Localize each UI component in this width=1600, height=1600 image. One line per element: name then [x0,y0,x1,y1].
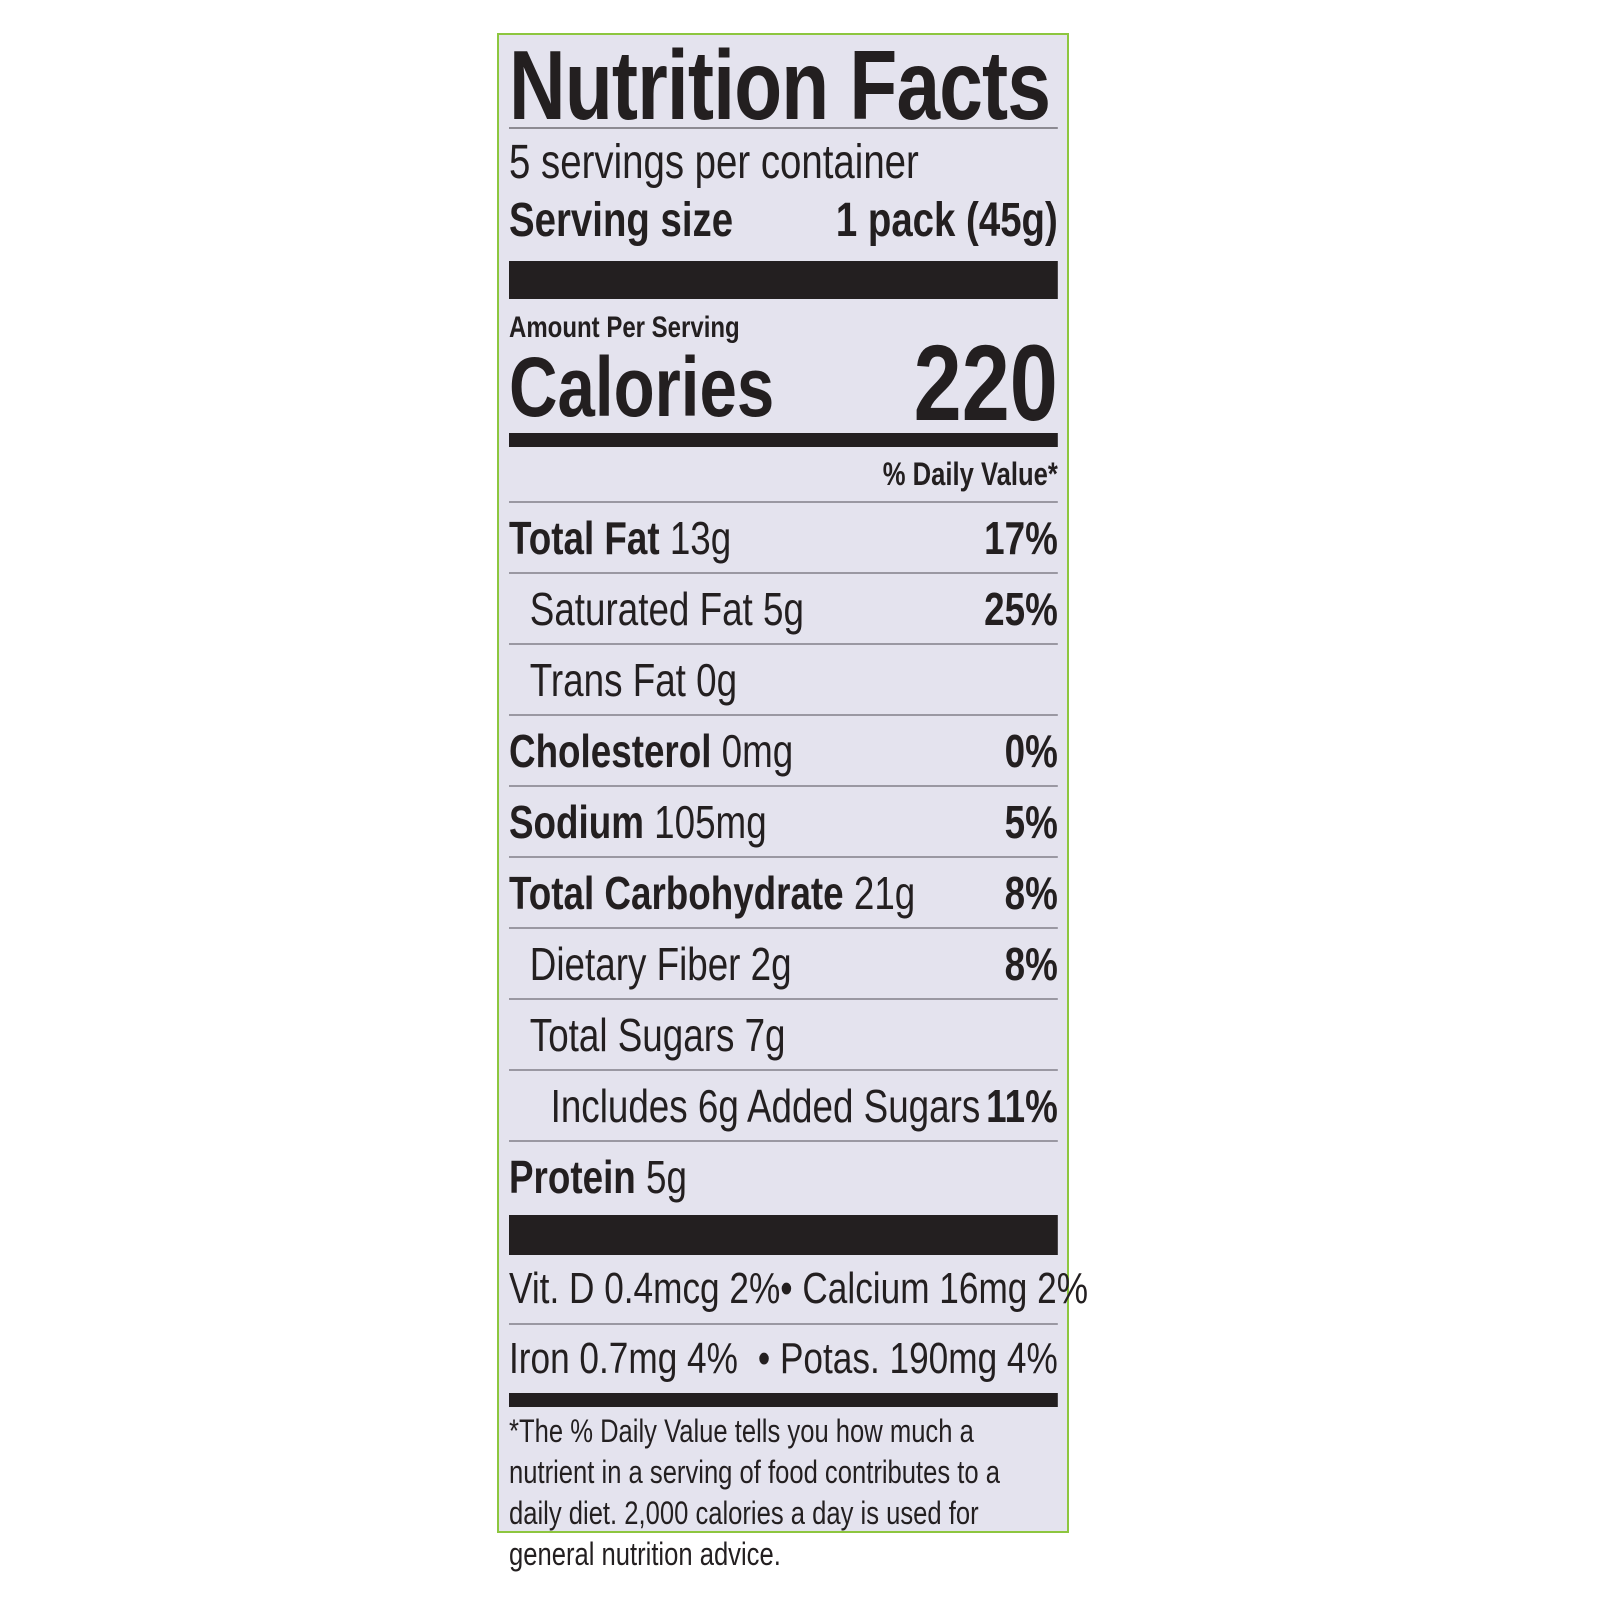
medium-divider [509,433,1058,447]
serving-size: Serving size 1 pack (45g) [509,191,1058,251]
vitamin-row: Iron 0.7mg 4% • Potas. 190mg 4% [509,1325,1058,1393]
nutrient-name: Total Fat [509,511,660,564]
nutrient-amount: 13g [669,511,732,564]
nutrient-name: Cholesterol [509,724,712,777]
divider [509,856,1058,858]
nutrient-daily-value: 8% [1004,937,1058,990]
nutrient-row: Protein 5g [509,1142,1058,1211]
nutrient-amount: 2g [750,937,792,990]
nutrient-daily-value: 11% [986,1079,1058,1132]
nutrient-row: Dietary Fiber 2g 8% [509,929,1058,998]
nutrient-name: Total Sugars [529,1008,735,1061]
nutrient-name: Saturated Fat [529,582,753,635]
nutrient-label: Dietary Fiber 2g [509,937,792,991]
nutrient-label: Saturated Fat 5g [509,582,804,636]
medium-divider [509,1393,1058,1407]
nutrient-row: Trans Fat 0g [509,645,1058,714]
nutrient-name: Protein [509,1150,636,1203]
vitamin-left: Vit. D 0.4mcg 2% [509,1264,781,1313]
divider [509,501,1058,503]
thick-divider [509,1215,1058,1255]
divider [509,785,1058,787]
nutrient-label: Total Fat 13g [509,511,731,565]
nutrient-row: Total Sugars 7g [509,1000,1058,1069]
divider [509,1069,1058,1071]
divider [509,572,1058,574]
nutrient-row: Total Carbohydrate 21g 8% [509,858,1058,927]
nutrient-amount: 5g [646,1150,687,1203]
nutrient-label: Total Sugars 7g [509,1008,786,1062]
nutrient-daily-value: 5% [1004,795,1058,848]
serving-size-label: Serving size [509,194,734,247]
divider [509,714,1058,716]
nutrient-label: Total Carbohydrate 21g [509,866,915,920]
nutrient-amount: 5g [763,582,804,635]
nutrient-row: Saturated Fat 5g 25% [509,574,1058,643]
vitamin-right: • Calcium 16mg 2% [780,1264,1089,1313]
divider [509,998,1058,1000]
divider [509,1323,1058,1325]
footnote: *The % Daily Value tells you how much a … [509,1413,1000,1572]
vitamin-left: Iron 0.7mg 4% [509,1334,738,1383]
nutrient-name: Total Carbohydrate [509,866,844,919]
nutrient-amount: 7g [744,1008,786,1061]
nutrient-name: Sodium [509,795,644,848]
nutrient-label: Protein 5g [509,1150,687,1204]
calories-value: 220 [913,322,1058,443]
nutrient-label: Cholesterol 0mg [509,724,793,778]
nutrient-daily-value: 0% [1004,724,1058,777]
nutrient-daily-value: 25% [984,582,1058,635]
vitamin-right: • Potas. 190mg 4% [757,1334,1058,1383]
label-title: Nutrition Facts [509,30,1051,140]
divider [509,643,1058,645]
nutrient-row: Includes 6g Added Sugars 11% [509,1071,1058,1140]
nutrient-daily-value: 8% [1004,866,1058,919]
nutrient-label: Includes 6g Added Sugars [509,1079,981,1133]
nutrient-amount: 21g [853,866,916,919]
divider [509,1140,1058,1142]
nutrient-name: Trans Fat [529,653,686,706]
nutrient-amount: 0mg [721,724,794,777]
daily-value-header: % Daily Value* [882,456,1058,492]
divider [509,127,1058,129]
nutrient-label: Sodium 105mg [509,795,767,849]
nutrient-name: Includes 6g Added Sugars [550,1079,981,1132]
nutrient-label: Trans Fat 0g [509,653,737,707]
nutrient-daily-value: 17% [984,511,1058,564]
servings-per-container: 5 servings per container [509,136,919,189]
divider [509,927,1058,929]
nutrient-row: Cholesterol 0mg 0% [509,716,1058,785]
nutrition-facts-label: Nutrition Facts 5 servings per container… [497,30,1088,1572]
serving-size-value: 1 pack (45g) [835,194,1058,247]
nutrient-amount: 0g [696,653,738,706]
nutrient-name: Dietary Fiber [529,937,741,990]
calories-row: Calories 220 [509,329,1058,437]
amount-per-serving: Amount Per Serving [509,311,740,344]
nutrient-amount: 105mg [654,795,767,848]
vitamin-row: Vit. D 0.4mcg 2% • Calcium 16mg 2% [509,1255,1088,1323]
nutrient-row: Total Fat 13g 17% [509,503,1058,572]
nutrient-row: Sodium 105mg 5% [509,787,1058,856]
calories-label: Calories [509,340,775,434]
thick-divider [509,261,1058,299]
